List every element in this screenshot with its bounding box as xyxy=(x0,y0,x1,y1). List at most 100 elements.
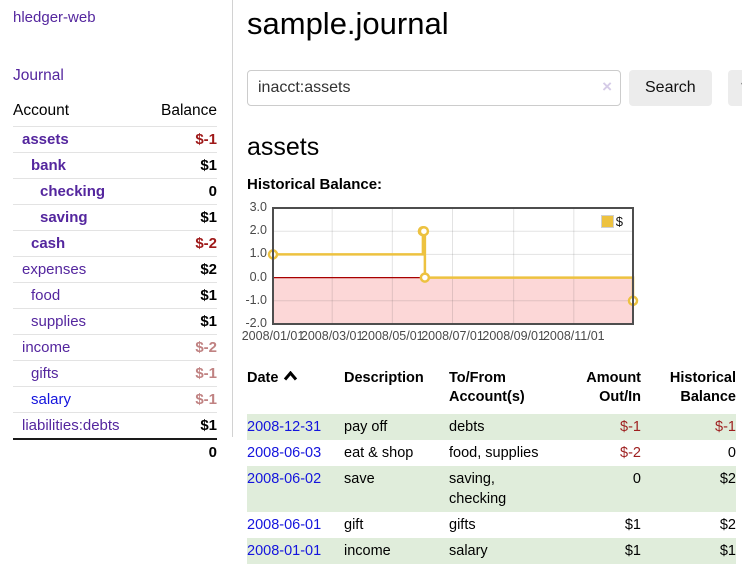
transaction-description: gift xyxy=(344,517,364,533)
app-title-link[interactable]: hledger-web xyxy=(13,9,96,26)
transaction-description: income xyxy=(344,538,449,564)
sidebar-item-journal[interactable]: Journal xyxy=(13,67,64,84)
account-balance: $2 xyxy=(146,256,217,283)
transaction-balance: 0 xyxy=(727,445,736,461)
account-link-assets[interactable]: assets xyxy=(22,131,69,148)
account-link-gifts[interactable]: gifts xyxy=(31,365,59,382)
accounts-column-header: To/From Account(s) xyxy=(449,370,525,405)
account-balance: $-1 xyxy=(146,360,217,387)
transaction-description: pay off xyxy=(344,414,449,440)
account-row-food: food $1 xyxy=(13,282,217,309)
transaction-date-link[interactable]: 2008-06-02 xyxy=(247,471,322,487)
account-link-supplies[interactable]: supplies xyxy=(31,313,87,330)
sidebar: hledger-web Journal Account Balance asse… xyxy=(0,0,233,465)
chart-title: Historical Balance: xyxy=(247,176,383,193)
date-column-header[interactable]: Date xyxy=(247,367,344,414)
transaction-amount: $-2 xyxy=(620,445,641,461)
transaction-amount: $-1 xyxy=(561,414,641,440)
register-row: 2008-12-31 pay off debts $-1 $-1 xyxy=(247,414,736,440)
x-tick-label: 2008/09/01 xyxy=(482,329,545,343)
account-row-income: income $-2 xyxy=(13,334,217,361)
account-link-bank[interactable]: bank xyxy=(31,157,67,174)
register-row: 2008-06-01 gift gifts $1 $2 xyxy=(247,512,736,538)
app-title: hledger-web xyxy=(13,9,232,27)
main-content: sample.journal × Search ? assets Histori… xyxy=(233,0,742,564)
y-tick-label: -2.0 xyxy=(245,316,267,330)
chart-legend: $ xyxy=(598,213,625,230)
account-row-bank: bank $1 xyxy=(13,152,217,179)
page-title: sample.journal xyxy=(247,6,449,41)
search-form: × Search ? xyxy=(247,70,742,106)
transaction-description: save xyxy=(344,466,449,512)
account-link-checking[interactable]: checking xyxy=(40,183,106,200)
account-balance: $-2 xyxy=(146,230,217,257)
account-link-liabilities-debts[interactable]: liabilities:debts xyxy=(22,417,120,434)
transaction-balance: $1 xyxy=(641,538,736,564)
account-row-expenses: expenses $2 xyxy=(13,256,217,283)
account-balance: $-1 xyxy=(146,386,217,413)
account-balance: $1 xyxy=(146,412,217,439)
account-balance-table: Account Balance assets $-1 bank $1 check… xyxy=(13,100,217,465)
account-row-liabilities-debts: liabilities:debts $1 xyxy=(13,412,217,439)
y-tick-label: 0.0 xyxy=(249,269,267,284)
account-link-food[interactable]: food xyxy=(31,287,61,304)
account-link-income[interactable]: income xyxy=(22,339,71,356)
x-tick-label: 2008/03/01 xyxy=(300,329,364,343)
legend-label: $ xyxy=(615,214,623,229)
account-column-header: Account xyxy=(13,102,70,119)
historical-balance-chart: 3.0 2.0 1.0 0.0 -1.0 -2.0 2008/01/01 2008/03/01… xyxy=(242,200,643,350)
transaction-accounts: salary xyxy=(449,538,561,564)
x-tick-label: 2008/07/01 xyxy=(421,329,484,343)
balance-column-header: Historical Balance xyxy=(669,370,736,405)
account-balance: $1 xyxy=(146,308,217,335)
balance-plot xyxy=(267,207,639,325)
register-row: 2008-06-02 save saving, checking 0 $2 xyxy=(247,466,736,512)
y-tick-label: 3.0 xyxy=(249,200,267,214)
transaction-date-link[interactable]: 2008-06-03 xyxy=(247,445,322,461)
register-row: 2008-01-01 income salary $1 $1 xyxy=(247,538,736,564)
transaction-date-link[interactable]: 2008-12-31 xyxy=(247,419,322,435)
account-page-title: assets xyxy=(247,133,320,161)
transaction-balance: $2 xyxy=(719,517,736,533)
account-row-supplies: supplies $1 xyxy=(13,308,217,335)
account-balance: $-2 xyxy=(146,334,217,361)
account-balance: $-1 xyxy=(146,126,217,153)
clear-search-icon[interactable]: × xyxy=(602,77,612,96)
transaction-amount: $1 xyxy=(561,538,641,564)
accounts-total-row: 0 xyxy=(13,438,217,465)
account-row-checking: checking 0 xyxy=(13,178,217,205)
transaction-date-link[interactable]: 2008-01-01 xyxy=(247,543,322,559)
account-balance: $1 xyxy=(146,204,217,231)
account-link-salary[interactable]: salary xyxy=(31,391,72,408)
page: hledger-web Journal Account Balance asse… xyxy=(0,0,742,564)
account-balance: 0 xyxy=(146,178,217,205)
transaction-balance: $2 xyxy=(641,466,736,512)
amount-column-header: Amount Out/In xyxy=(586,370,641,405)
transaction-balance: $-1 xyxy=(641,414,736,440)
balance-column-header: Balance xyxy=(160,102,217,119)
account-row-saving: saving $1 xyxy=(13,204,217,231)
account-link-saving[interactable]: saving xyxy=(40,209,88,226)
help-button[interactable]: ? xyxy=(727,70,742,106)
transaction-amount: $1 xyxy=(624,517,641,533)
account-link-expenses[interactable]: expenses xyxy=(22,261,87,278)
x-tick-label: 2008/05/01 xyxy=(361,329,424,343)
y-tick-label: 1.0 xyxy=(249,246,267,261)
x-tick-label: 2008/11/01 xyxy=(542,329,605,343)
search-input-wrapper: × xyxy=(247,70,621,106)
y-tick-label: 2.0 xyxy=(249,223,267,238)
account-row-salary: salary $-1 xyxy=(13,386,217,413)
transaction-amount: 0 xyxy=(561,466,641,512)
account-balance: $1 xyxy=(146,282,217,309)
search-input[interactable] xyxy=(247,70,621,106)
transaction-accounts: saving, checking xyxy=(449,466,561,512)
y-tick-label: -1.0 xyxy=(245,292,267,307)
account-row-cash: cash $-2 xyxy=(13,230,217,257)
account-link-cash[interactable]: cash xyxy=(31,235,66,252)
accounts-total-value: 0 xyxy=(146,438,217,465)
description-column-header: Description xyxy=(344,370,424,386)
register-table: Date Description To/From Account(s) Amou… xyxy=(247,367,736,564)
search-button[interactable]: Search xyxy=(629,70,712,106)
transaction-date-link[interactable]: 2008-06-01 xyxy=(247,517,322,533)
transaction-accounts: food, supplies xyxy=(449,445,539,461)
